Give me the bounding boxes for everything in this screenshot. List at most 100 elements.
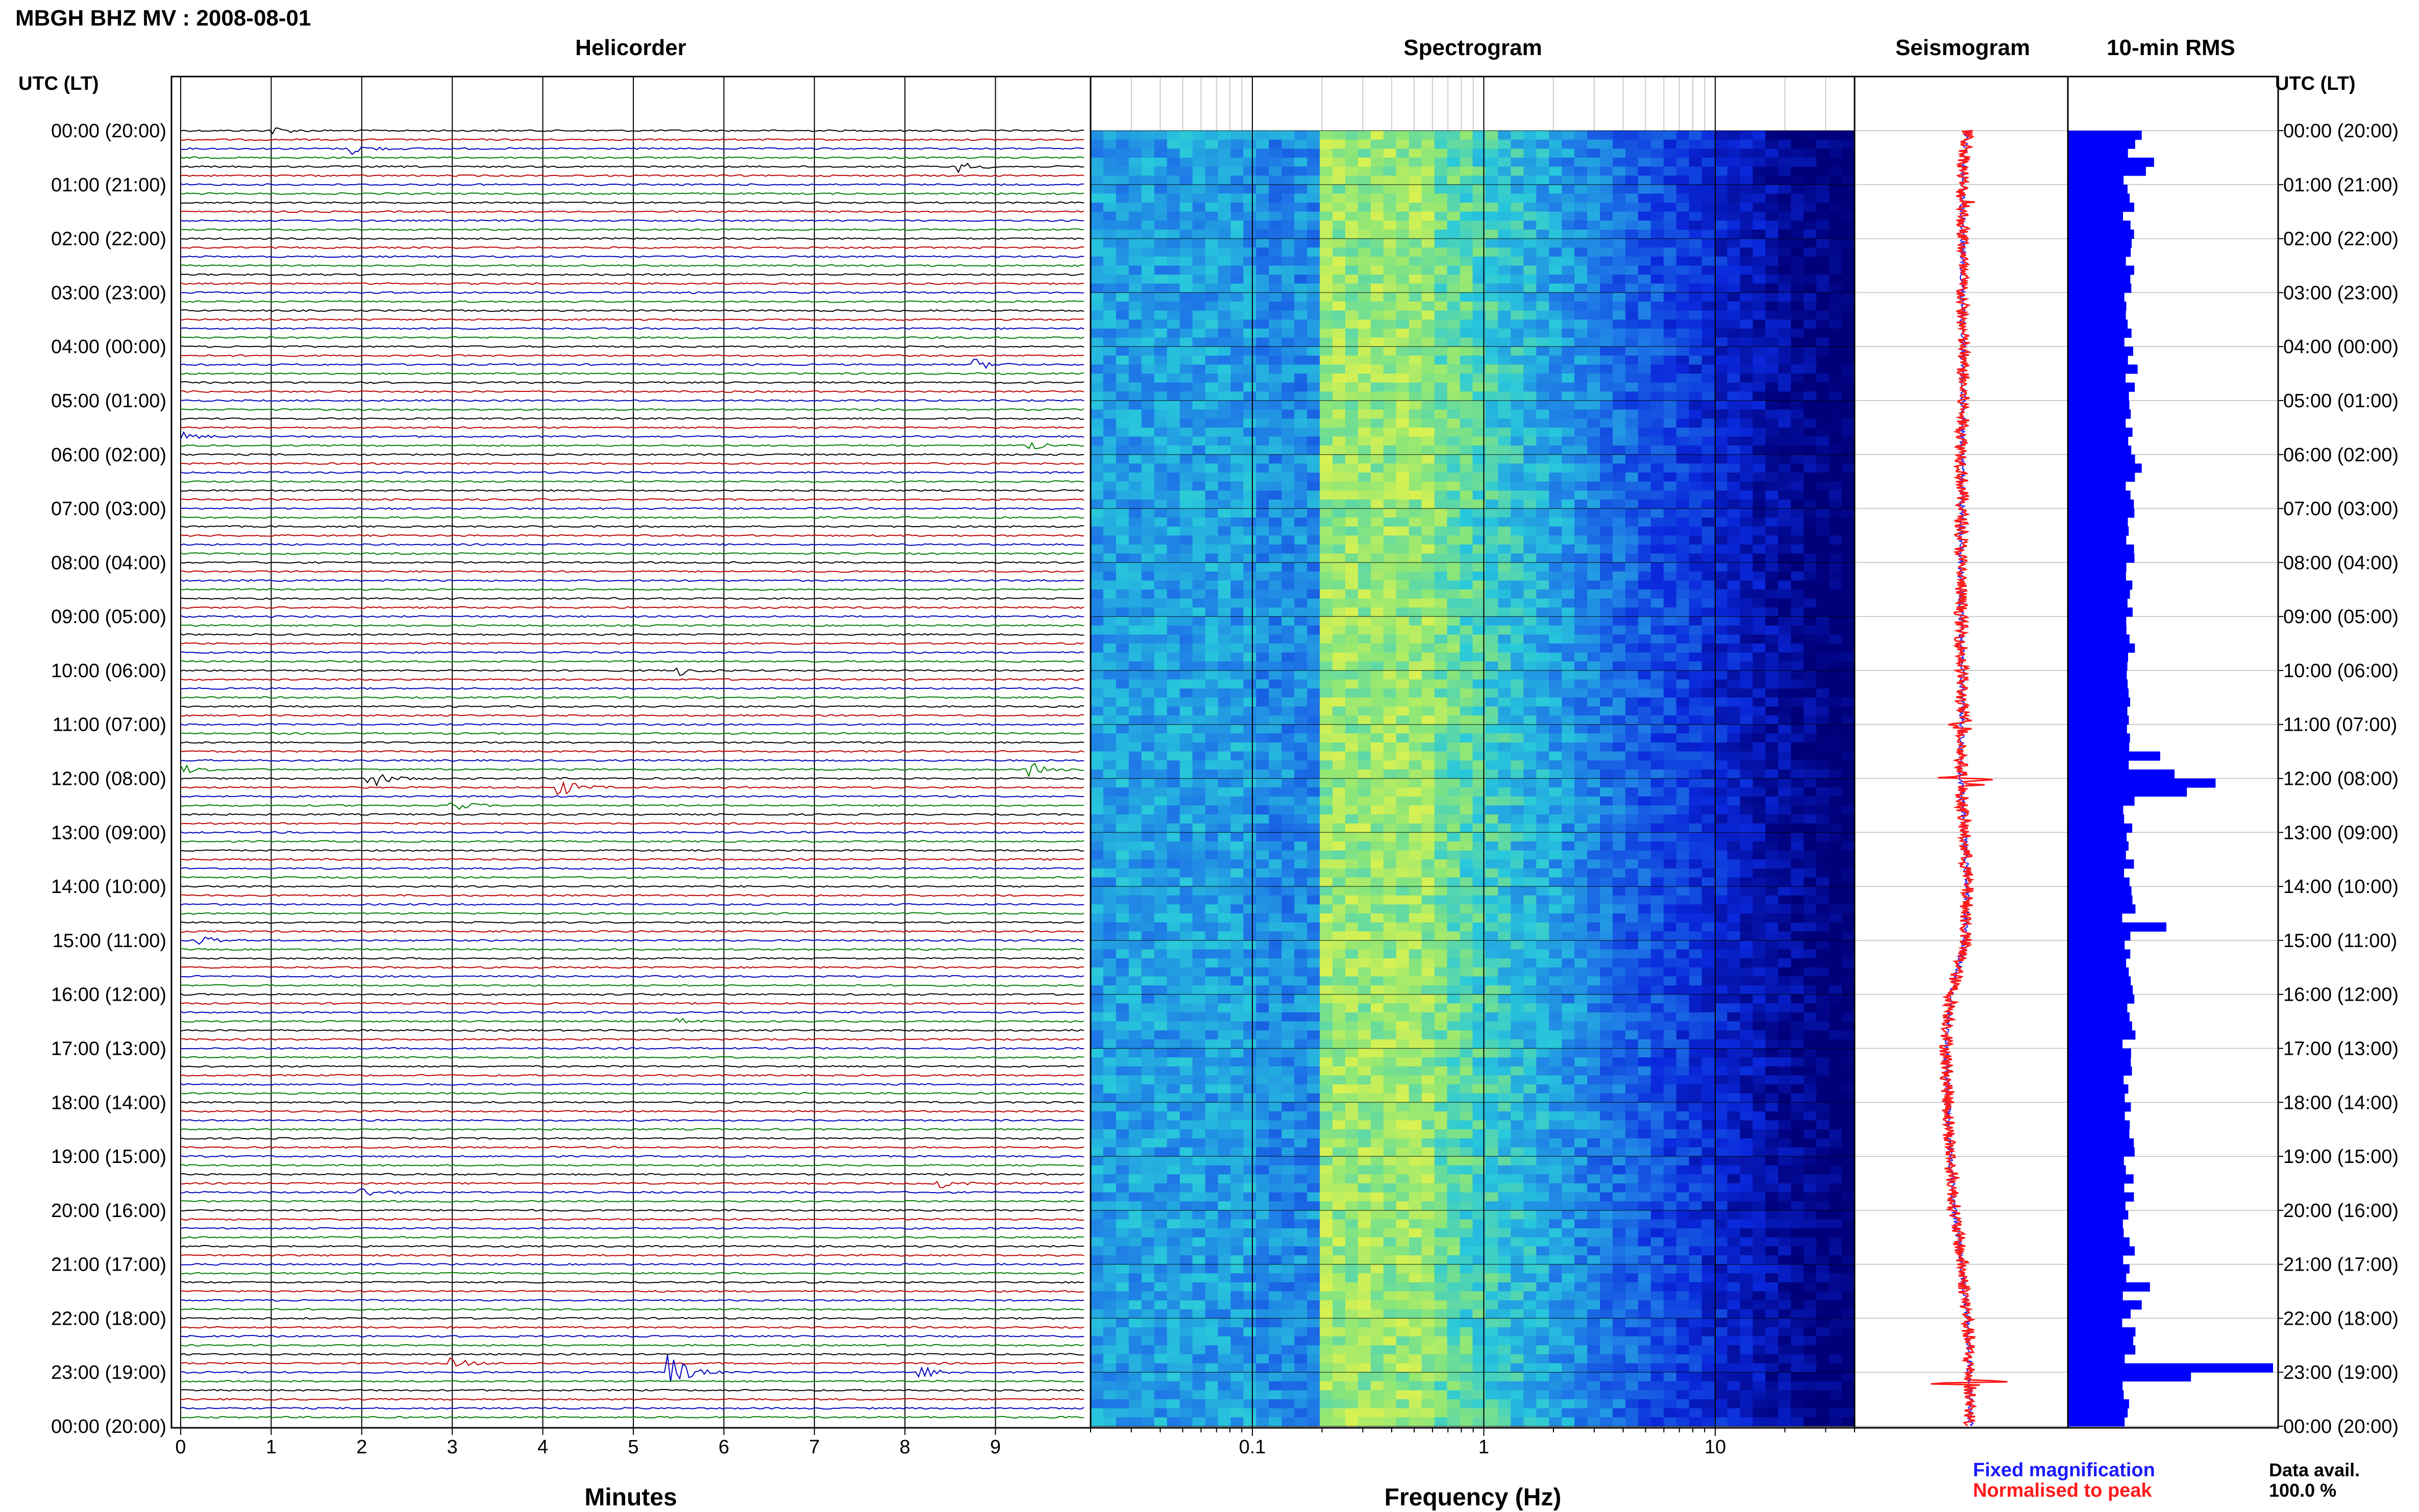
spectrogram-cell: [1370, 535, 1384, 545]
spectrogram-cell: [1128, 931, 1142, 941]
spectrogram-cell: [1141, 1183, 1155, 1193]
spectrogram-cell: [1294, 1183, 1307, 1193]
spectrogram-cell: [1472, 238, 1486, 248]
spectrogram-cell: [1409, 1066, 1422, 1076]
spectrogram-cell: [1269, 346, 1282, 356]
spectrogram-cell: [1460, 391, 1473, 401]
spectrogram-cell: [1409, 355, 1422, 365]
spectrogram-cell: [1269, 1336, 1282, 1346]
spectrogram-cell: [1396, 337, 1410, 347]
spectrogram-cell: [1179, 337, 1193, 347]
time-label-right: 22:00 (18:00): [2283, 1308, 2399, 1329]
spectrogram-cell: [1421, 904, 1435, 914]
spectrogram-cell: [1243, 544, 1256, 554]
spectrogram-cell: [1116, 904, 1129, 914]
spectrogram-cell: [1447, 1021, 1461, 1031]
spectrogram-cell: [1154, 238, 1168, 248]
spectrogram-cell: [1485, 643, 1498, 653]
spectrogram-cell: [1409, 994, 1422, 1004]
spectrogram-cell: [1205, 769, 1219, 779]
spectrogram-cell: [1128, 1129, 1142, 1139]
spectrogram-cell: [1256, 1147, 1269, 1157]
spectrogram-cell: [1281, 760, 1295, 770]
spectrogram-cell: [1167, 589, 1180, 599]
spectrogram-cell: [1320, 868, 1333, 878]
spectrogram-cell: [1421, 490, 1435, 500]
spectrogram-cell: [1154, 1390, 1168, 1400]
spectrogram-cell: [1091, 265, 1104, 275]
spectrogram-cell: [1307, 1273, 1320, 1283]
spectrogram-cell: [1357, 328, 1371, 338]
spectrogram-cell: [1141, 1273, 1155, 1283]
spectrogram-cell: [1498, 193, 1511, 203]
spectrogram-cell: [1154, 913, 1168, 923]
time-label-right: 18:00 (14:00): [2283, 1092, 2399, 1113]
spectrogram-cell: [1230, 805, 1244, 815]
spectrogram-cell: [1243, 922, 1256, 932]
spectrogram-cell: [1447, 1282, 1461, 1292]
spectrogram-cell: [1243, 562, 1256, 572]
spectrogram-cell: [1396, 544, 1410, 554]
time-label-right: 14:00 (10:00): [2283, 876, 2399, 898]
spectrogram-cell: [1421, 1120, 1435, 1130]
spectrogram-cell: [1460, 292, 1473, 302]
spectrogram-cell: [1396, 328, 1410, 338]
spectrogram-cell: [1332, 193, 1346, 203]
spectrogram-cell: [1498, 625, 1511, 635]
spectrogram-cell: [1281, 733, 1295, 743]
spectrogram-cell: [1498, 805, 1511, 815]
spectrogram-cell: [1307, 1174, 1320, 1184]
spectrogram-cell: [1345, 958, 1359, 968]
spectrogram-cell: [1128, 1399, 1142, 1409]
spectrogram-cell: [1192, 427, 1206, 437]
spectrogram-cell: [1154, 580, 1168, 590]
spectrogram-cell: [1141, 1390, 1155, 1400]
spectrogram-cell: [1345, 1120, 1359, 1130]
spectrogram-cell: [1447, 616, 1461, 626]
spectrogram-cell: [1281, 589, 1295, 599]
spectrogram-cell: [1103, 184, 1117, 194]
spectrogram-cell: [1383, 715, 1397, 725]
spectrogram-cell: [1269, 661, 1282, 671]
spectrogram-cell: [1485, 463, 1498, 473]
spectrogram-cell: [1179, 1237, 1193, 1247]
spectrogram-cell: [1103, 139, 1117, 149]
spectrogram-cell: [1256, 985, 1269, 995]
spectrogram-cell: [1434, 958, 1448, 968]
spectrogram-cell: [1218, 230, 1231, 239]
spectrogram-cell: [1205, 841, 1219, 851]
spectrogram-cell: [1179, 598, 1193, 608]
spectrogram-cell: [1141, 886, 1155, 896]
spectrogram-cell: [1179, 886, 1193, 896]
spectrogram-cell: [1192, 895, 1206, 905]
spectrogram-cell: [1243, 706, 1256, 716]
helicorder-trace: [180, 552, 1084, 555]
spectrogram-cell: [1485, 688, 1498, 698]
spectrogram-cell: [1409, 409, 1422, 419]
spectrogram-cell: [1230, 1390, 1244, 1400]
spectrogram-cell: [1141, 895, 1155, 905]
spectrogram-cell: [1116, 473, 1129, 482]
spectrogram-cell: [1243, 958, 1256, 968]
spectrogram-cell: [1320, 1336, 1333, 1346]
spectrogram-cell: [1383, 302, 1397, 311]
spectrogram-cell: [1485, 230, 1498, 239]
spectrogram-cell: [1269, 1264, 1282, 1274]
spectrogram-cell: [1460, 409, 1473, 419]
spectrogram-cell: [1345, 706, 1359, 716]
spectrogram-cell: [1320, 850, 1333, 860]
spectrogram-cell: [1154, 616, 1168, 626]
spectrogram-cell: [1409, 967, 1422, 977]
spectrogram-cell: [1218, 1219, 1231, 1229]
spectrogram-cell: [1472, 1021, 1486, 1031]
time-label-left: 22:00 (18:00): [51, 1308, 166, 1329]
spectrogram-cell: [1091, 1111, 1104, 1121]
spectrogram-cell: [1383, 976, 1397, 986]
spectrogram-cell: [1179, 148, 1193, 158]
spectrogram-cell: [1332, 868, 1346, 878]
spectrogram-cell: [1281, 976, 1295, 986]
spectrogram-cell: [1332, 769, 1346, 779]
spectrogram-cell: [1269, 1138, 1282, 1148]
spectrogram-cell: [1218, 1129, 1231, 1139]
spectrogram-cell: [1103, 1192, 1117, 1202]
